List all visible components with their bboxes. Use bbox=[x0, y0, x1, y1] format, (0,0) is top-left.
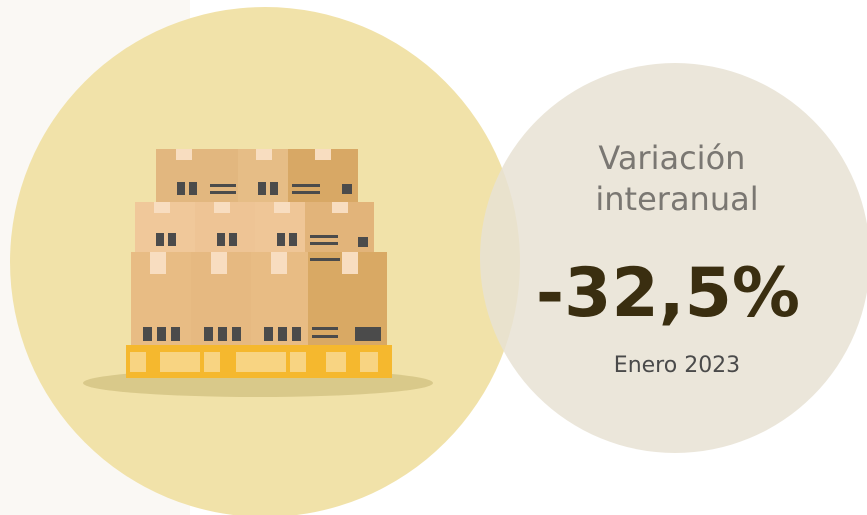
stat-title-line: interanual bbox=[595, 180, 758, 218]
tape bbox=[150, 149, 358, 274]
stat-block: Variación interanual -32,5% Enero 2023 bbox=[536, 139, 800, 378]
grey-circle bbox=[480, 63, 867, 453]
pallet-slots bbox=[130, 352, 378, 372]
stat-value: -32,5% bbox=[536, 254, 800, 333]
stat-period: Enero 2023 bbox=[614, 353, 740, 378]
stat-title: Variación interanual bbox=[595, 139, 758, 218]
markings bbox=[143, 182, 381, 341]
stat-title-line: Variación bbox=[598, 139, 745, 177]
pallet-illustration bbox=[83, 149, 433, 397]
